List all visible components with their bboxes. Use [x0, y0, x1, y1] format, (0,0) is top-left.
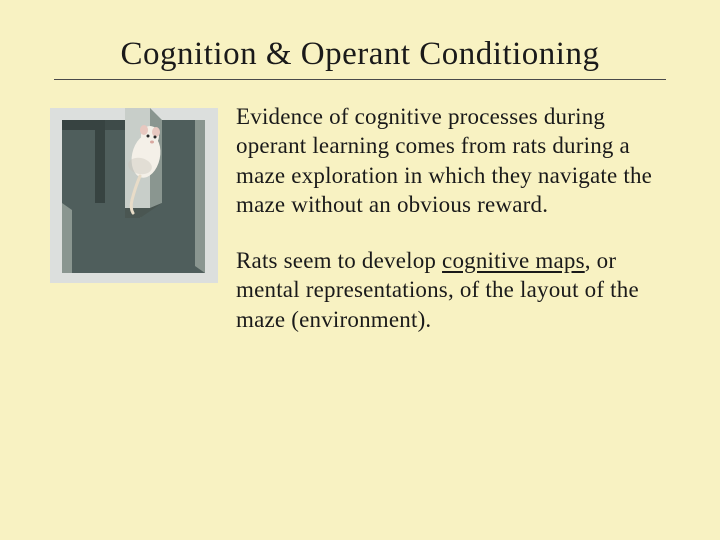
content-row: Evidence of cognitive processes during o…	[50, 102, 670, 334]
title-underline-rule	[54, 79, 666, 80]
slide-title: Cognition & Operant Conditioning	[50, 36, 670, 79]
text-column: Evidence of cognitive processes during o…	[236, 102, 670, 334]
paragraph-2-pre: Rats seem to develop	[236, 248, 442, 273]
maze-illustration-icon	[50, 108, 218, 283]
paragraph-2: Rats seem to develop cognitive maps, or …	[236, 246, 670, 334]
slide: Cognition & Operant Conditioning	[0, 0, 720, 540]
maze-figure	[50, 108, 218, 283]
cognitive-maps-term: cognitive maps	[442, 248, 585, 273]
paragraph-1: Evidence of cognitive processes during o…	[236, 102, 670, 220]
